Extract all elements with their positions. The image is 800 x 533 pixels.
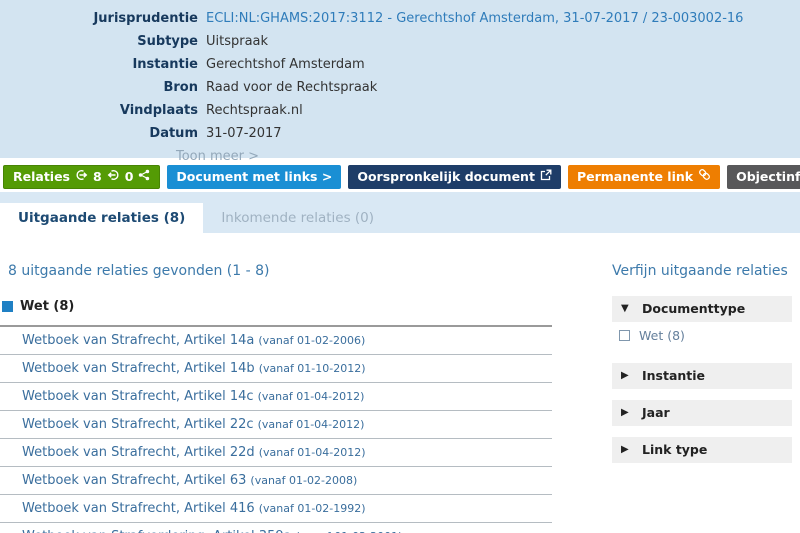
chevron-down-icon: ▼ [621,303,629,314]
outgoing-count: 8 [93,169,102,184]
filter-link-type-header[interactable]: ▶ Link type [612,437,792,463]
outgoing-arrow-icon [75,165,88,189]
filter-instantie: ▶ Instantie [612,363,792,389]
meta-label: Bron [163,80,198,95]
filter-label: Link type [642,442,708,457]
vanaf-date: (vanaf 01-04-2012) [257,390,365,403]
filter-instantie-header[interactable]: ▶ Instantie [612,363,792,389]
meta-value: Rechtspraak.nl [206,103,303,118]
filter-label: Documenttype [642,301,746,316]
incoming-count: 0 [124,169,134,184]
vanaf-date: (vanaf 01-04-2012) [257,418,365,431]
results-summary: 8 uitgaande relaties gevonden (1 - 8) [8,263,270,279]
refine-sidebar-title: Verfijn uitgaande relaties [612,263,788,279]
toolbar: Relaties 8 0 Document met links > Oorspr… [0,158,800,192]
relation-link[interactable]: Wetboek van Strafrecht, Artikel 63 (vanaf… [0,467,552,495]
group-header-wet: Wet (8) [2,299,74,314]
relation-link-partial[interactable]: Wetboek van Strafvordering, Artikel 359a… [0,523,552,533]
filter-label: Jaar [642,405,670,420]
vanaf-date: (vanaf 01-10-2012) [258,362,366,375]
document-met-links-button[interactable]: Document met links > [167,165,342,189]
tab-inkomende-relaties[interactable]: Inkomende relaties (0) [221,210,375,226]
filter-link-type: ▶ Link type [612,437,792,463]
meta-row-vindplaats: Vindplaats Rechtspraak.nl [0,99,800,122]
group-divider [0,325,552,327]
filter-label: Instantie [642,368,706,383]
meta-label: Jurisprudentie [93,11,198,26]
meta-row-bron: Bron Raad voor de Rechtspraak [0,76,800,99]
objectinformatie-button[interactable]: Objectinformatie [727,165,800,189]
metadata-panel: Jurisprudentie ECLI:NL:GHAMS:2017:3112 -… [0,0,800,164]
share-icon [138,165,150,189]
meta-row-datum: Datum 31-07-2017 [0,122,800,145]
chevron-right-icon: ▶ [621,407,629,418]
relations-list: Wetboek van Strafrecht, Artikel 14a (vana… [0,327,552,533]
meta-label: Instantie [132,57,198,72]
vanaf-date: (vanaf 01-02-2001) [296,530,403,533]
relation-link[interactable]: Wetboek van Strafrecht, Artikel 14a (vana… [0,327,552,355]
chevron-right-icon: ▶ [621,370,629,381]
relation-link[interactable]: Wetboek van Strafrecht, Artikel 416 (vana… [0,495,552,523]
relation-link[interactable]: Wetboek van Strafrecht, Artikel 22d (vana… [0,439,552,467]
relation-link[interactable]: Wetboek van Strafrecht, Artikel 22c (vana… [0,411,552,439]
chevron-right-icon: ▶ [621,444,629,455]
meta-label: Subtype [137,34,198,49]
vanaf-date: (vanaf 01-02-2006) [258,334,366,347]
filter-option-wet[interactable]: Wet (8) [612,328,792,343]
meta-row-instantie: Instantie Gerechtshof Amsterdam [0,53,800,76]
meta-row-subtype: Subtype Uitspraak [0,30,800,53]
vanaf-date: (vanaf 01-04-2012) [258,446,366,459]
filter-documenttype-header[interactable]: ▼ Documenttype [612,296,792,322]
vanaf-date: (vanaf 01-02-2008) [250,474,358,487]
tab-uitgaande-relaties[interactable]: Uitgaande relaties (8) [0,203,204,233]
filter-documenttype: ▼ Documenttype Wet (8) [612,296,792,343]
relaties-button[interactable]: Relaties 8 0 [3,165,161,189]
external-link-icon [540,165,552,189]
permanente-link-button[interactable]: Permanente link [567,165,721,189]
oorspronkelijk-document-button[interactable]: Oorspronkelijk document [348,165,561,189]
relaties-label: Relaties [13,169,71,184]
objectinformatie-label: Objectinformatie [736,169,800,184]
incoming-arrow-icon [107,165,120,189]
meta-label: Datum [149,126,198,141]
relations-tabbar: Uitgaande relaties (8) Inkomende relatie… [0,192,800,233]
permanente-link-label: Permanente link [576,169,694,184]
relation-link[interactable]: Wetboek van Strafrecht, Artikel 14c (vana… [0,383,552,411]
ecli-link[interactable]: ECLI:NL:GHAMS:2017:3112 - Gerechtshof Am… [206,11,744,26]
wet-checkbox[interactable] [619,330,630,341]
chain-link-icon [698,165,711,189]
meta-value: Gerechtshof Amsterdam [206,57,365,72]
filter-option-label: Wet (8) [639,328,685,343]
meta-value: Raad voor de Rechtspraak [206,80,378,95]
meta-label: Vindplaats [119,103,198,118]
meta-row-jurisprudentie: Jurisprudentie ECLI:NL:GHAMS:2017:3112 -… [0,7,800,30]
relation-link[interactable]: Wetboek van Strafrecht, Artikel 14b (vana… [0,355,552,383]
group-label: Wet (8) [20,299,75,314]
filter-jaar: ▶ Jaar [612,400,792,426]
group-color-square-icon [2,301,13,312]
toon-meer-link[interactable]: Toon meer > [176,149,260,164]
document-met-links-label: Document met links > [176,169,333,184]
oorspronkelijk-document-label: Oorspronkelijk document [357,169,535,184]
meta-value: Uitspraak [206,34,269,49]
vanaf-date: (vanaf 01-02-1992) [258,502,366,515]
filter-jaar-header[interactable]: ▶ Jaar [612,400,792,426]
meta-value: 31-07-2017 [206,126,282,141]
content-area: 8 uitgaande relaties gevonden (1 - 8) We… [0,233,800,533]
